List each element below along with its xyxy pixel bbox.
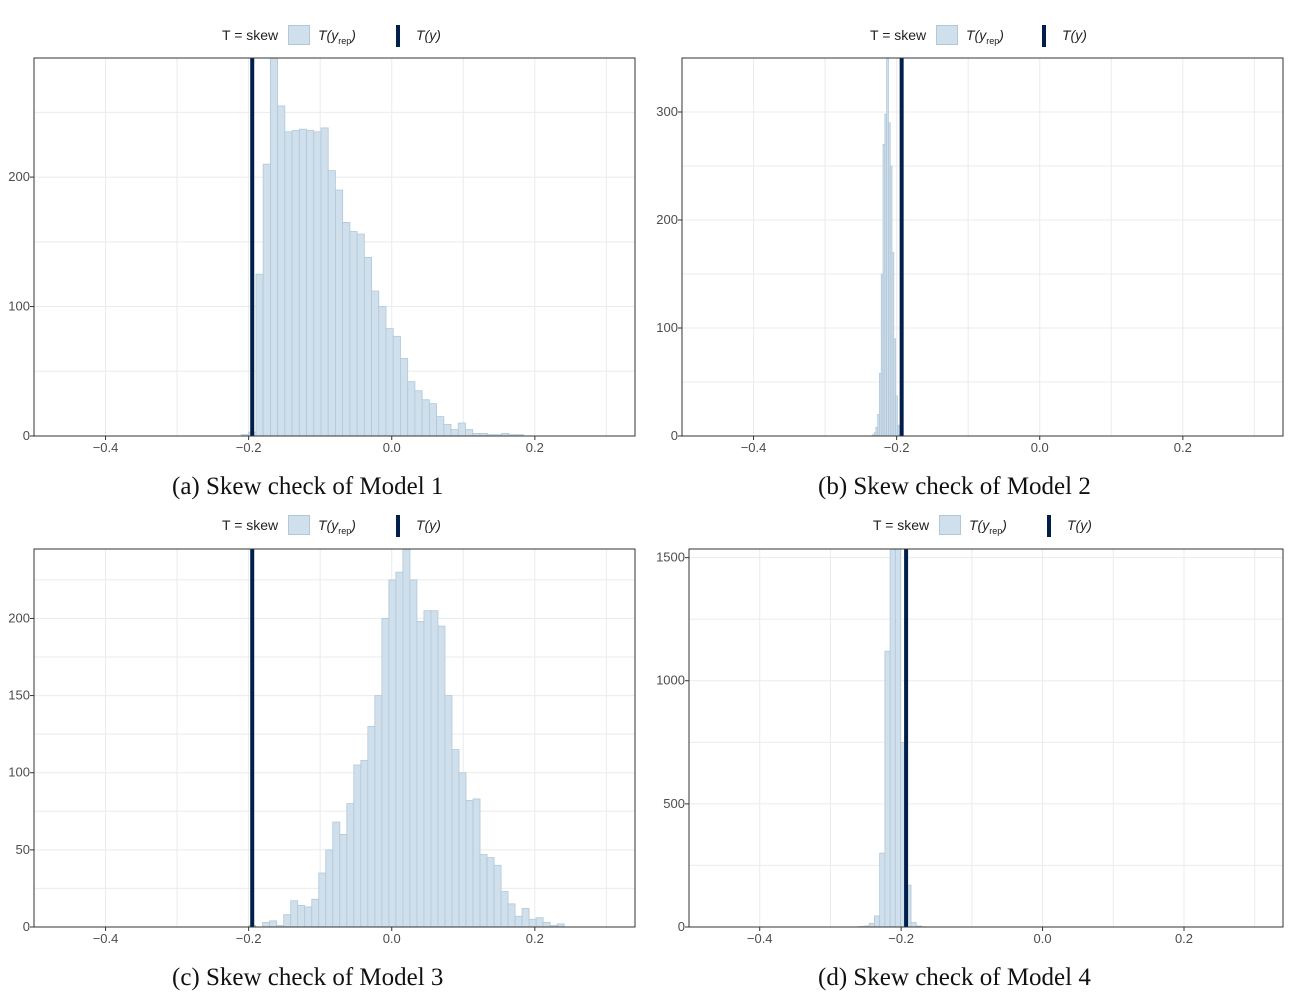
legend-stat-label: T = skew: [222, 517, 279, 533]
y-tick-label: 1000: [656, 673, 685, 688]
legend-stat-label: T = skew: [873, 517, 930, 533]
y-tick-label: 200: [656, 212, 678, 227]
legend-observed-label: T(y): [1067, 517, 1092, 533]
legend-observed-label: T(y): [416, 517, 441, 533]
y-tick-label: 0: [23, 428, 30, 443]
x-tick-label: 0.0: [383, 440, 401, 455]
y-tick-label: 500: [663, 796, 685, 811]
legend-observed-line: [396, 25, 400, 47]
histogram-bar: [868, 922, 875, 928]
y-tick-label: 0: [678, 919, 685, 934]
legend-d: T = skew T(yrep) T(y): [873, 514, 1113, 540]
y-tick-label: 150: [8, 688, 30, 703]
x-tick-label: −0.2: [236, 440, 262, 455]
legend-observed-line: [1042, 25, 1046, 47]
caption-d: (d) Skew check of Model 4: [818, 964, 1091, 991]
x-tick-label: −0.4: [747, 931, 773, 946]
x-tick-label: −0.4: [93, 440, 119, 455]
y-tick-label: 1500: [656, 550, 685, 565]
histogram-bar: [884, 650, 891, 928]
x-tick-label: 0.0: [383, 931, 401, 946]
x-tick-label: −0.2: [888, 931, 914, 946]
legend-c: T = skew T(yrep) T(y): [222, 514, 462, 540]
legend-observed-line: [396, 515, 400, 537]
legend-rep-swatch: [936, 25, 958, 45]
x-tick-label: 0.2: [1175, 931, 1193, 946]
histogram-bar: [879, 852, 886, 928]
legend-rep-swatch: [939, 515, 961, 535]
histogram-bar: [874, 915, 881, 928]
y-tick-label: 50: [16, 842, 30, 857]
plot-border: [681, 57, 1284, 437]
legend-rep-label: T(yrep): [318, 27, 356, 46]
legend-observed-line: [1047, 515, 1051, 537]
x-tick-label: 0.0: [1031, 440, 1049, 455]
plot-border: [33, 548, 636, 928]
y-tick-label: 200: [8, 610, 30, 625]
legend-rep-swatch: [288, 515, 310, 535]
histogram-bar: [889, 548, 896, 928]
plot-border: [33, 57, 636, 437]
x-tick-label: 0.0: [1034, 931, 1052, 946]
y-tick-label: 0: [671, 428, 678, 443]
x-tick-label: −0.4: [93, 931, 119, 946]
legend-rep-swatch: [288, 25, 310, 45]
legend-b: T = skew T(yrep) T(y): [870, 24, 1110, 50]
legend-stat-label: T = skew: [870, 27, 927, 43]
legend-a: T = skew T(yrep) T(y): [222, 24, 462, 50]
plot-border: [688, 548, 1284, 928]
y-tick-label: 100: [8, 299, 30, 314]
y-tick-label: 100: [656, 320, 678, 335]
y-tick-label: 300: [656, 104, 678, 119]
legend-rep-label: T(yrep): [966, 27, 1004, 46]
legend-rep-label: T(yrep): [969, 517, 1007, 536]
legend-stat-label: T = skew: [222, 27, 279, 43]
caption-b: (b) Skew check of Model 2: [818, 473, 1091, 500]
x-tick-label: −0.2: [884, 440, 910, 455]
caption-c: (c) Skew check of Model 3: [172, 964, 444, 991]
histogram-bar: [894, 548, 901, 928]
caption-a: (a) Skew check of Model 1: [172, 473, 444, 500]
x-tick-label: 0.2: [526, 440, 544, 455]
x-tick-label: 0.2: [1174, 440, 1192, 455]
y-tick-label: 200: [8, 169, 30, 184]
legend-rep-label: T(yrep): [318, 517, 356, 536]
y-tick-label: 100: [8, 765, 30, 780]
legend-observed-label: T(y): [416, 27, 441, 43]
x-tick-label: −0.4: [741, 440, 767, 455]
x-tick-label: −0.2: [236, 931, 262, 946]
histogram-bar: [910, 922, 917, 928]
legend-observed-label: T(y): [1062, 27, 1087, 43]
x-tick-label: 0.2: [526, 931, 544, 946]
y-tick-label: 0: [23, 919, 30, 934]
